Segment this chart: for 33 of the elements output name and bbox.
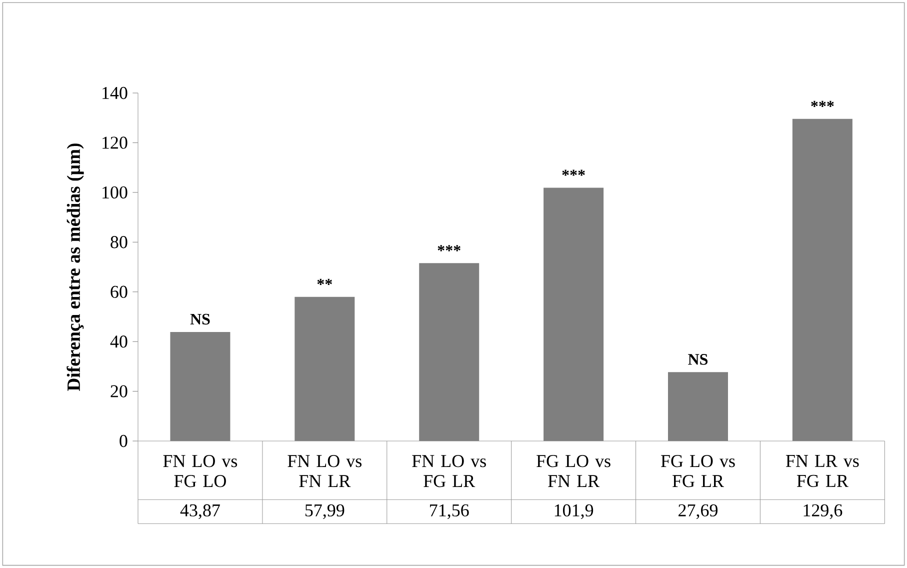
x-tick-label: FN LO vs FN LR xyxy=(288,455,362,487)
bar xyxy=(170,332,230,441)
bar xyxy=(294,296,355,441)
annotation: *** xyxy=(562,170,585,176)
annotation: *** xyxy=(438,245,460,252)
y-tick-label: 0 xyxy=(120,434,128,448)
y-tick-label: 100 xyxy=(102,186,128,198)
x-tick-label: FN LO vs FG LO xyxy=(163,455,238,488)
annotation: *** xyxy=(811,100,834,107)
annotation: NS xyxy=(190,314,210,325)
x-tick-label: FN LR vs FG LR xyxy=(786,455,859,487)
y-tick-label: 140 xyxy=(102,86,128,100)
y-tick-label: 40 xyxy=(110,335,128,348)
y-axis-title: Diferença entre as médias (µm) xyxy=(66,144,84,391)
y-tick-label: 20 xyxy=(110,385,128,398)
data-label: 101,9 xyxy=(554,504,594,520)
annotation: ** xyxy=(317,278,332,285)
data-label: 43,87 xyxy=(180,504,220,520)
x-tick-label: FN LO vs FG LR xyxy=(412,455,486,488)
bar xyxy=(419,263,480,441)
annotation: NS xyxy=(688,354,708,365)
data-label: 129,6 xyxy=(804,504,842,520)
y-tick-label: 60 xyxy=(110,286,128,298)
bar xyxy=(792,118,852,441)
data-label: 57,99 xyxy=(305,504,344,520)
x-tick-label: FG LO vs FN LR xyxy=(536,455,610,487)
data-label: 71,56 xyxy=(430,504,469,520)
y-tick-label: 120 xyxy=(102,136,128,149)
bar xyxy=(544,188,604,441)
data-label: 27,69 xyxy=(678,504,718,520)
y-tick-label: 80 xyxy=(110,236,128,248)
x-tick-label: FG LO vs FG LR xyxy=(661,455,735,488)
bar xyxy=(668,372,728,441)
